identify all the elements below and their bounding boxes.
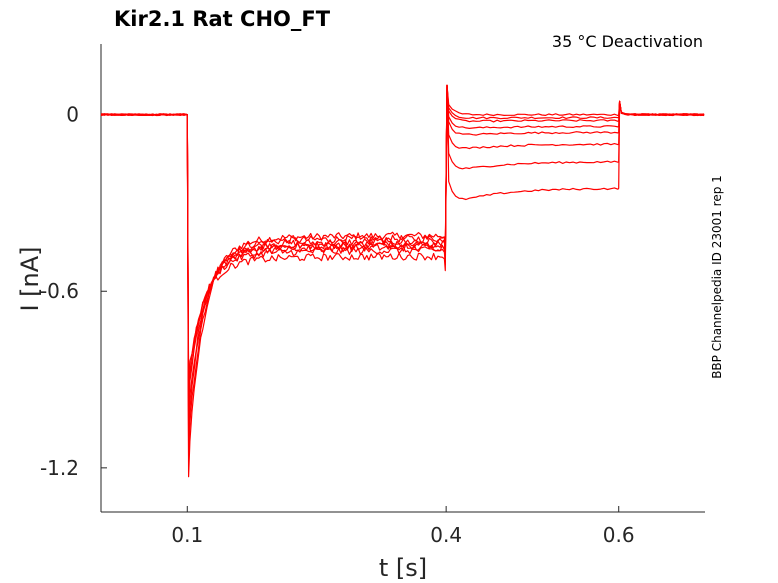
title: Kir2.1 Rat CHO_FT bbox=[114, 7, 331, 31]
ticks: 0.1 0.4 0.6 0 -0.6 -1.2 bbox=[40, 103, 635, 547]
traces bbox=[100, 84, 705, 478]
chart-title: Kir2.1 Rat CHO_FT bbox=[114, 7, 331, 31]
chart-annotation: 35 °C Deactivation bbox=[552, 32, 703, 51]
series-line-2 bbox=[100, 84, 705, 439]
y-axis-label: I [nA] bbox=[16, 246, 44, 311]
x-axis-label: t [s] bbox=[379, 554, 427, 582]
series-line-7 bbox=[100, 84, 705, 384]
x-tick-label-2: 0.6 bbox=[603, 523, 635, 547]
y-tick-label-1: -0.6 bbox=[40, 279, 79, 303]
side-label: BBP Channelpedia ID 23001 rep 1 bbox=[710, 175, 724, 379]
x-tick-label-1: 0.4 bbox=[430, 523, 462, 547]
series-line-1 bbox=[100, 84, 705, 457]
y-tick-label-2: -1.2 bbox=[40, 456, 79, 480]
axes bbox=[100, 44, 705, 513]
y-tick-label-0: 0 bbox=[66, 103, 79, 127]
x-tick-label-0: 0.1 bbox=[171, 523, 203, 547]
